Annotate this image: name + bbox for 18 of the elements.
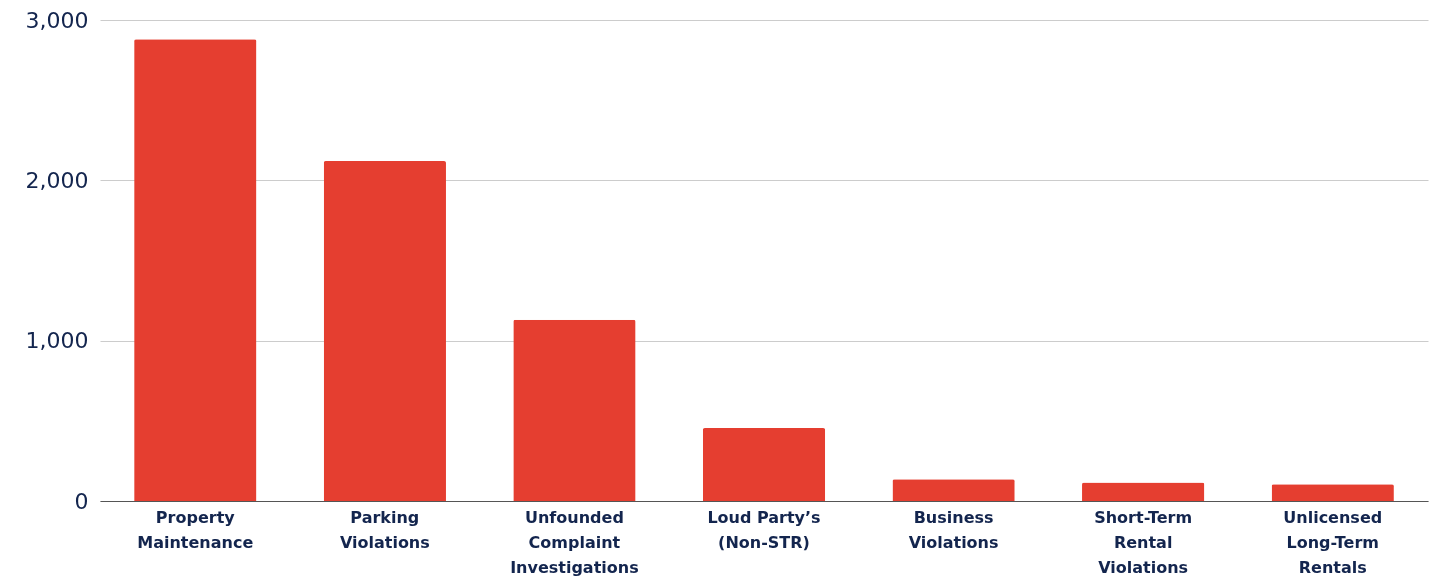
- x-tick-label: Business Violations: [908, 507, 999, 552]
- bar: [892, 479, 1015, 501]
- bar: [323, 161, 446, 501]
- x-tick-label: Short-Term Rental Violations: [1094, 507, 1193, 577]
- bar: [1082, 482, 1205, 501]
- y-tick-label: 0: [74, 488, 89, 514]
- bar: [513, 319, 636, 501]
- y-tick-label: 1,000: [25, 328, 89, 354]
- y-tick-label: 3,000: [25, 7, 89, 33]
- bar: [134, 39, 257, 501]
- x-tick-label: Unfounded Complaint Investigations: [510, 507, 639, 577]
- x-tick-label: Parking Violations: [339, 507, 430, 552]
- x-tick-label: Property Maintenance: [137, 507, 254, 552]
- bar: [702, 428, 826, 501]
- x-tick-label: Loud Party’s (Non-STR): [707, 507, 821, 552]
- bar: [1271, 484, 1394, 501]
- x-tick-label: Unlicensed Long-Term Rentals: [1283, 507, 1383, 577]
- y-tick-label: 2,000: [25, 167, 89, 193]
